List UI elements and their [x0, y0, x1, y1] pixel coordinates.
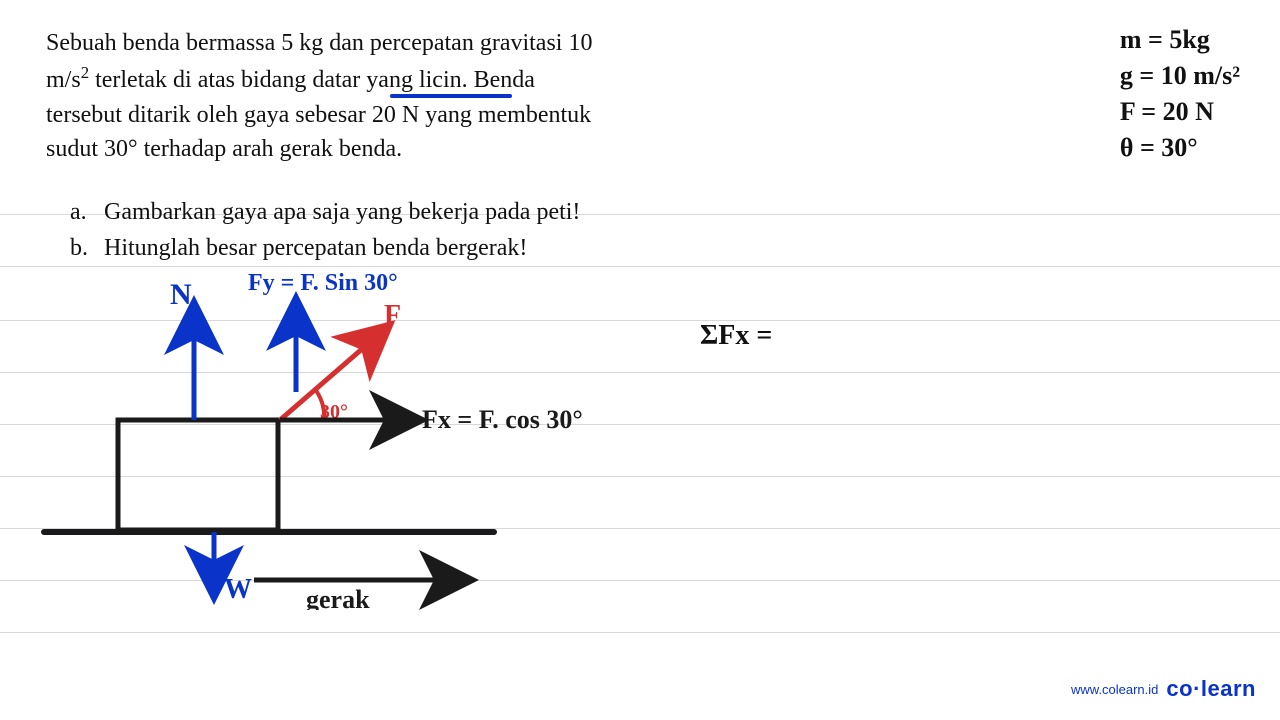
given-m: m = 5kg [1120, 22, 1240, 58]
footer-url: www.colearn.id [1071, 682, 1158, 697]
logo-dot: · [1193, 676, 1201, 701]
problem-line1: Sebuah benda bermassa 5 kg dan percepata… [46, 30, 592, 56]
logo-co: co [1166, 676, 1193, 701]
problem-line2b: terletak di atas bidang datar yang licin… [89, 67, 535, 93]
problem-line3: tersebut ditarik oleh gaya sebesar 20 N … [46, 102, 591, 128]
underline-yang-licin [390, 94, 512, 98]
given-values: m = 5kg g = 10 m/s² F = 20 N θ = 30° [1120, 22, 1240, 166]
colearn-logo: co·learn [1166, 676, 1256, 701]
sum-fx: ΣFx = [700, 320, 772, 352]
question-list: a. Gambarkan gaya apa saja yang bekerja … [70, 196, 580, 267]
F-label: F [384, 300, 401, 331]
box-body [118, 420, 278, 530]
given-g: g = 10 m/s² [1120, 58, 1240, 94]
problem-line4: sudut 30° terhadap arah gerak benda. [46, 136, 402, 162]
given-F: F = 20 N [1120, 94, 1240, 130]
problem-statement: Sebuah benda bermassa 5 kg dan percepata… [46, 26, 626, 167]
question-b-marker: b. [70, 232, 98, 266]
Fx-label: Fx = F. cos 30° [422, 405, 583, 434]
question-a-text: Gambarkan gaya apa saja yang bekerja pad… [104, 199, 580, 225]
N-label: N [170, 278, 192, 311]
free-body-diagram: N Fy = F. Sin 30° F 30° Fx = F. cos 30° … [24, 270, 644, 610]
given-theta: θ = 30° [1120, 130, 1240, 166]
problem-line2a: m/s [46, 67, 81, 93]
W-label: W [224, 574, 252, 605]
footer: www.colearn.id co·learn [1071, 676, 1256, 702]
gerak-label: gerak [306, 585, 370, 610]
Fy-label: Fy = F. Sin 30° [248, 270, 398, 296]
logo-learn: learn [1201, 676, 1256, 701]
question-b-text: Hitunglah besar percepatan benda bergera… [104, 235, 527, 261]
question-a-marker: a. [70, 196, 98, 230]
problem-line2-sup: 2 [81, 63, 89, 82]
